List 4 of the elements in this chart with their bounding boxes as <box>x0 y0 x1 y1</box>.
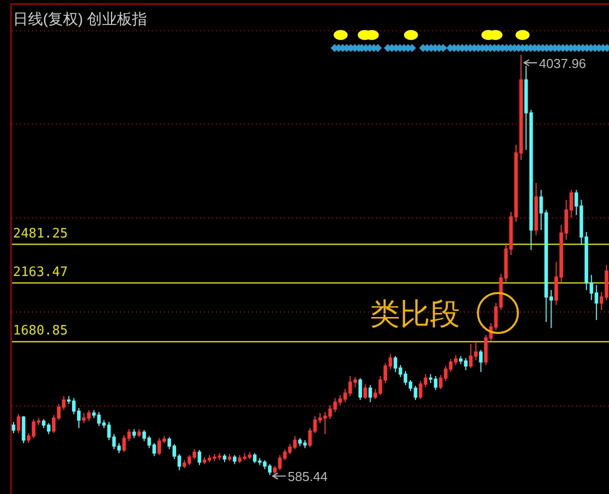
title: 日线(复权) 创业板指 <box>13 11 148 28</box>
annotation: 585.44 <box>288 469 328 484</box>
annotation: 4037.96 <box>539 56 586 71</box>
annotation: 类比段 <box>370 298 460 331</box>
